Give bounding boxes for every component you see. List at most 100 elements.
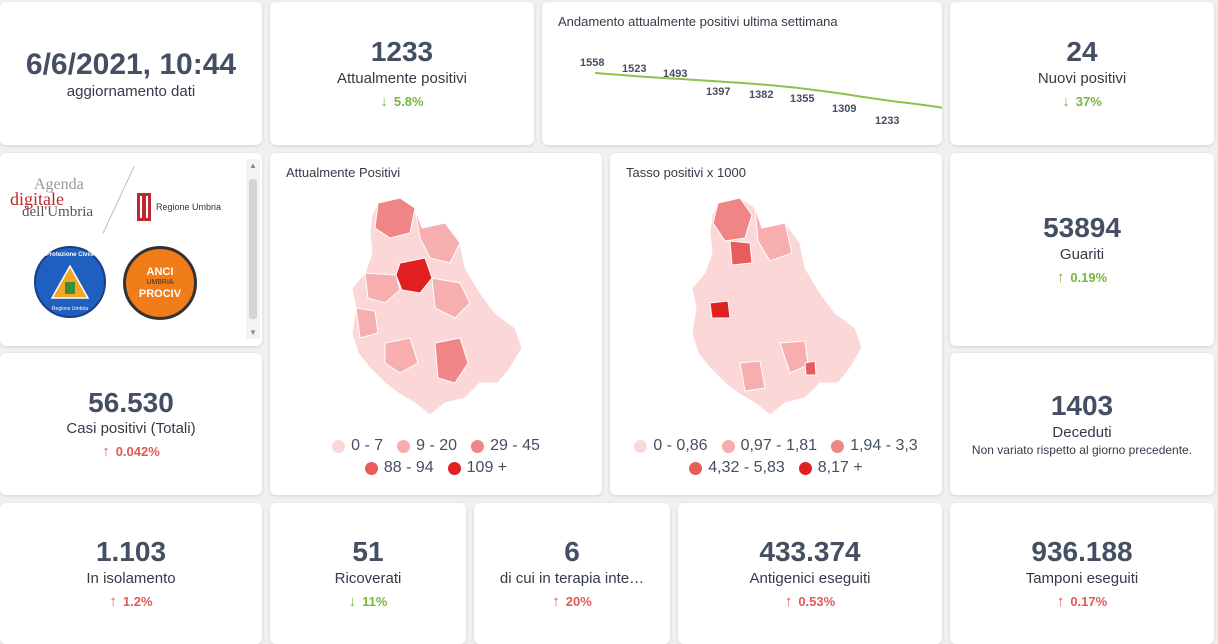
isolamento-value: 1.103 [95,536,167,568]
legend-label: 0 - 0,86 [653,437,708,454]
legend-dot [397,439,411,453]
attualmente-positivi-delta: ↓ 5.8% [380,93,423,110]
protezione-civile-icon [50,264,90,299]
area-northeast [754,207,793,262]
legend-item: 0,97 - 1,81 [721,437,818,455]
ricoverati-delta: ↓ 11% [349,593,388,610]
legend-label: 8,17 + [817,459,863,476]
logos-scrollbar[interactable]: ▲ ▼ [246,159,260,339]
terapia-value: 6 [564,536,580,568]
trend-label-4: 1397 [706,86,730,98]
anci-umbria-logo: ANCI UMBRIA PROCIV [123,246,197,320]
legend-label: 109 + [466,459,508,476]
legend-dot [447,461,461,475]
isolamento-delta: ↑ 1.2% [109,593,152,610]
nuovi-positivi-delta-value: 37% [1075,93,1102,109]
ricoverati-card: 51 Ricoverati ↓ 11% [270,503,466,644]
legend-label: 29 - 45 [490,437,540,454]
map-tasso-title: Tasso positivi x 1000 [626,165,746,180]
area-north [374,197,416,239]
agenda-line-2: digitale [10,189,64,209]
nuovi-positivi-delta: ↓ 37% [1062,93,1102,110]
attualmente-positivi-label: Attualmente positivi [336,69,468,87]
deceduti-card: 1403 Deceduti Non variato rispetto al gi… [950,353,1214,495]
deceduti-label: Deceduti [1052,423,1112,441]
ricoverati-delta-value: 11% [362,593,388,609]
legend-item: 9 - 20 [397,437,457,455]
scroll-down-icon[interactable]: ▼ [249,328,257,337]
trend-label-5: 1382 [749,89,773,101]
legend-dot [332,439,346,453]
area-trasimeno [364,272,401,304]
casi-totali-card: 56.530 Casi positivi (Totali) ↑ 0.042% [0,353,262,495]
terapia-delta: ↑ 20% [552,593,592,610]
attualmente-positivi-card: 1233 Attualmente positivi ↓ 5.8% [270,2,534,145]
logos-card: Agenda digitale dell'Umbria Regione Umbr… [0,153,262,346]
area-marsciano [709,300,731,319]
tamponi-delta: ↑ 0.17% [1057,593,1107,610]
guariti-delta: ↑ 0.19% [1057,269,1107,286]
isolamento-card: 1.103 In isolamento ↑ 1.2% [0,503,262,644]
legend-item: 1,94 - 3,3 [831,437,918,455]
anci-text-3: PROCIV [138,287,182,300]
map-tasso-legend: 0 - 0,86 0,97 - 1,81 1,94 - 3,3 4,32 - 5… [610,437,942,477]
attualmente-positivi-delta-value: 5.8% [393,93,424,109]
legend-label: 0 - 7 [351,437,384,454]
area-south [434,337,469,384]
trend-label-2: 1523 [622,63,646,75]
antigenici-label: Antigenici eseguiti [749,569,871,587]
arrow-down-icon: ↓ [1062,92,1070,110]
legend-item: 88 - 94 [364,459,434,477]
legend-label: 0,97 - 1,81 [740,437,818,454]
arrow-up-icon: ↑ [109,592,117,610]
nuovi-positivi-card: 24 Nuovi positivi ↓ 37% [950,2,1214,145]
agenda-line-1: Agenda [34,176,84,193]
legend-label: 4,32 - 5,83 [708,459,785,476]
legend-label: 9 - 20 [416,437,458,454]
legend-dot [634,439,648,453]
ricoverati-label: Ricoverati [334,569,402,587]
agenda-line-3: dell'Umbria [22,204,94,220]
trend-chart: 1558 1523 1493 1397 1382 1355 1309 1233 [580,57,942,127]
antigenici-card: 433.374 Antigenici eseguiti ↑ 0.53% [678,503,942,644]
map-tasso-card: Tasso positivi x 1000 0 - 0,86 0,97 - 1,… [610,153,942,495]
trend-label-3: 1493 [663,68,687,80]
legend-dot [831,439,845,453]
legend-item: 8,17 + [798,459,863,477]
arrow-down-icon: ↓ [380,92,388,110]
legend-item: 4,32 - 5,83 [689,459,785,477]
agenda-digitale-logo: Agenda digitale dell'Umbria [10,177,110,220]
map-positivi-title: Attualmente Positivi [286,165,401,180]
update-card: 6/6/2021, 10:44 aggiornamento dati [0,2,262,145]
regione-umbria-icon [137,193,151,221]
antigenici-value: 433.374 [759,536,861,568]
legend-item: 109 + [447,459,508,477]
deceduti-value: 1403 [1050,390,1114,422]
area-north [712,197,753,242]
arrow-up-icon: ↑ [784,592,793,610]
terapia-label: di cui in terapia inte… [499,569,645,587]
arrow-up-icon: ↑ [1056,268,1065,286]
guariti-delta-value: 0.19% [1070,269,1108,285]
anci-text-2: UMBRIA [146,278,174,286]
casi-totali-label: Casi positivi (Totali) [66,420,196,438]
tamponi-label: Tamponi eseguiti [1025,569,1139,587]
map-positivi-card: Attualmente Positivi 0 - 7 9 - 20 29 - 4… [270,153,602,495]
area-north-center [729,240,753,266]
casi-totali-delta-value: 0.042% [115,444,160,460]
scrollbar-thumb[interactable] [249,179,257,319]
guariti-card: 53894 Guariti ↑ 0.19% [950,153,1214,346]
area-northeast [414,207,461,264]
deceduti-note: Non variato rispetto al giorno precedent… [971,442,1193,457]
area-west [355,307,379,339]
legend-item: 29 - 45 [471,437,540,455]
area-east [804,360,817,376]
arrow-up-icon: ↑ [102,443,110,461]
legend-label: 88 - 94 [383,459,434,476]
antigenici-delta: ↑ 0.53% [785,593,835,610]
isolamento-delta-value: 1.2% [122,593,153,609]
area-southwest [384,337,419,374]
scroll-up-icon[interactable]: ▲ [249,161,257,170]
legend-label: 1,94 - 3,3 [850,437,918,454]
guariti-value: 53894 [1043,212,1121,244]
